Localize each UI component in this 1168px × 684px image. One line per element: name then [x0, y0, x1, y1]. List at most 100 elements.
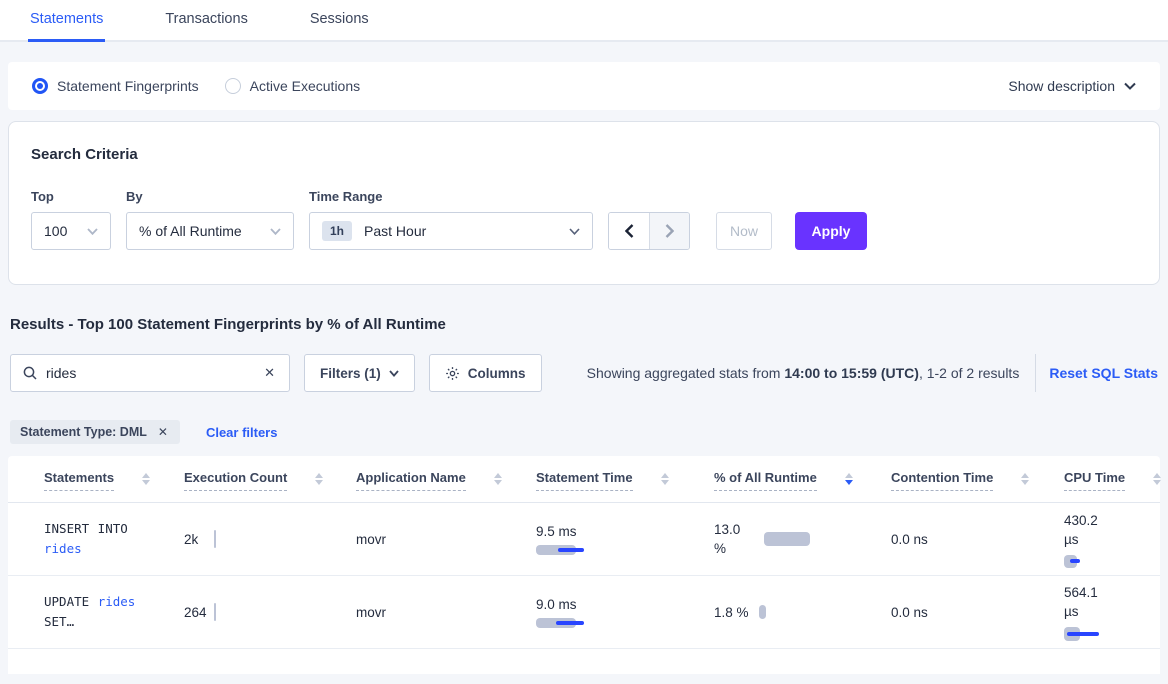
summary-text: Showing aggregated stats from	[586, 365, 785, 381]
show-description-label: Show description	[1008, 78, 1115, 94]
sort-icon[interactable]	[1021, 473, 1030, 485]
results-summary: Showing aggregated stats from 14:00 to 1…	[587, 354, 1160, 392]
search-criteria-title: Search Criteria	[31, 146, 138, 163]
clear-search-icon[interactable]: ✕	[264, 365, 275, 380]
filters-button[interactable]: Filters (1)	[304, 354, 415, 392]
results-heading: Results - Top 100 Statement Fingerprints…	[10, 316, 446, 333]
time-range-select[interactable]: 1h Past Hour	[309, 212, 593, 250]
summary-count: , 1-2 of 2 results	[918, 365, 1020, 381]
page-tabs: Statements Transactions Sessions	[0, 0, 1168, 42]
by-select[interactable]: % of All Runtime	[126, 212, 294, 250]
statement-time-bar	[536, 544, 584, 555]
tab-transactions[interactable]: Transactions	[165, 11, 248, 27]
summary-time-range: 14:00 to 15:59 (UTC)	[784, 365, 919, 381]
sort-icon[interactable]	[142, 473, 151, 485]
top-label: Top	[31, 189, 54, 204]
time-range-field: Time Range 1h Past Hour	[309, 189, 593, 250]
by-select-value: % of All Runtime	[139, 223, 242, 239]
columns-button[interactable]: Columns	[428, 354, 542, 392]
search-input[interactable]	[46, 365, 263, 381]
chevron-down-icon	[270, 227, 281, 235]
cpu-time-cell: 564.1 µs	[1064, 583, 1144, 641]
column-header-contention-time[interactable]: Contention Time	[891, 470, 1064, 491]
time-range-badge: 1h	[322, 221, 353, 241]
by-label: By	[126, 189, 143, 204]
previous-time-range-button[interactable]	[609, 213, 649, 249]
top-select-value: 100	[44, 223, 68, 239]
top-select[interactable]: 100	[31, 212, 111, 250]
contention-time-cell: 0.0 ns	[891, 604, 928, 620]
time-range-label: Time Range	[309, 189, 383, 204]
sort-icon[interactable]	[1153, 473, 1162, 485]
pct-runtime-bar	[758, 605, 766, 619]
sort-icon[interactable]	[844, 473, 853, 485]
statement-time-cell: 9.5 ms	[536, 524, 714, 555]
filters-button-label: Filters (1)	[320, 365, 381, 381]
statement-time-bar	[536, 617, 584, 628]
radio-selected-icon	[32, 78, 48, 94]
divider	[1035, 354, 1037, 392]
pct-runtime-bar	[764, 532, 810, 546]
active-filters-row: Statement Type: DML ✕ Clear filters	[10, 420, 1158, 444]
next-time-range-button[interactable]	[649, 213, 689, 249]
filter-pill-label: Statement Type: DML	[20, 425, 147, 439]
top-field: Top 100	[31, 189, 111, 250]
search-icon	[23, 366, 37, 380]
radio-active-executions[interactable]: Active Executions	[224, 78, 361, 94]
table-row[interactable]: INSERT INTO rides 2k movr 9.5 ms 13.0 % …	[8, 503, 1160, 576]
results-toolbar: ✕ Filters (1) Columns Showing aggregated…	[8, 354, 1160, 392]
column-header-statement-time[interactable]: Statement Time	[536, 470, 714, 491]
cpu-time-bar	[1064, 627, 1099, 641]
now-button[interactable]: Now	[716, 212, 772, 250]
sort-icon[interactable]	[660, 473, 669, 485]
statement-link[interactable]: rides	[97, 594, 136, 609]
radio-unselected-icon	[224, 78, 241, 94]
tab-statements[interactable]: Statements	[28, 0, 106, 42]
filter-pill-statement-type[interactable]: Statement Type: DML ✕	[10, 420, 180, 444]
execution-count-cell: 2k	[184, 530, 356, 548]
column-header-pct-of-all-runtime[interactable]: % of All Runtime	[714, 470, 891, 491]
column-header-execution-count[interactable]: Execution Count	[184, 470, 356, 491]
view-toggle-bar: Statement Fingerprints Active Executions…	[8, 62, 1160, 110]
statements-table: Statements Execution Count Application N…	[8, 456, 1162, 674]
time-range-value: Past Hour	[364, 223, 427, 239]
show-description-toggle[interactable]: Show description	[1008, 78, 1136, 94]
table-header-row: Statements Execution Count Application N…	[8, 470, 1162, 503]
radio-label: Active Executions	[249, 78, 361, 94]
chevron-left-icon	[624, 224, 633, 238]
application-name-cell: movr	[356, 604, 386, 620]
column-header-application-name[interactable]: Application Name	[356, 470, 536, 491]
execution-count-cell: 264	[184, 603, 356, 621]
search-input-box[interactable]: ✕	[10, 354, 290, 392]
chevron-down-icon	[87, 227, 98, 235]
columns-button-label: Columns	[467, 365, 526, 381]
contention-time-cell: 0.0 ns	[891, 531, 928, 547]
chevron-right-icon	[665, 224, 674, 238]
pct-of-all-runtime-cell: 13.0 %	[714, 520, 891, 558]
chevron-down-icon	[1124, 82, 1136, 90]
radio-label: Statement Fingerprints	[57, 78, 199, 94]
sort-icon[interactable]	[315, 473, 324, 485]
execution-count-bar	[214, 530, 216, 548]
cpu-time-cell: 430.2 µs	[1064, 511, 1144, 568]
reset-sql-stats-link[interactable]: Reset SQL Stats	[1049, 365, 1158, 381]
remove-filter-icon[interactable]: ✕	[157, 425, 168, 439]
tab-sessions[interactable]: Sessions	[309, 11, 369, 27]
table-row[interactable]: UPDATE rides SET… 264 movr 9.0 ms 1.8 % …	[8, 576, 1160, 649]
time-shift-buttons	[608, 212, 690, 250]
execution-count-bar	[214, 603, 216, 621]
column-header-cpu-time[interactable]: CPU Time	[1064, 470, 1162, 491]
chevron-down-icon	[389, 369, 399, 377]
gear-icon	[445, 366, 459, 380]
statement-link[interactable]: rides	[44, 541, 82, 556]
statement-fingerprint-cell: INSERT INTO rides	[44, 521, 128, 556]
search-criteria-card: Search Criteria Top 100 By % of All Runt…	[8, 121, 1160, 285]
sort-icon[interactable]	[493, 473, 502, 485]
statement-time-cell: 9.0 ms	[536, 597, 714, 628]
clear-filters-link[interactable]: Clear filters	[205, 424, 278, 440]
apply-button[interactable]: Apply	[795, 212, 867, 250]
column-header-statements[interactable]: Statements	[44, 470, 184, 491]
application-name-cell: movr	[356, 531, 386, 547]
statement-fingerprint-cell: UPDATE rides SET…	[44, 594, 136, 629]
radio-statement-fingerprints[interactable]: Statement Fingerprints	[32, 78, 199, 94]
